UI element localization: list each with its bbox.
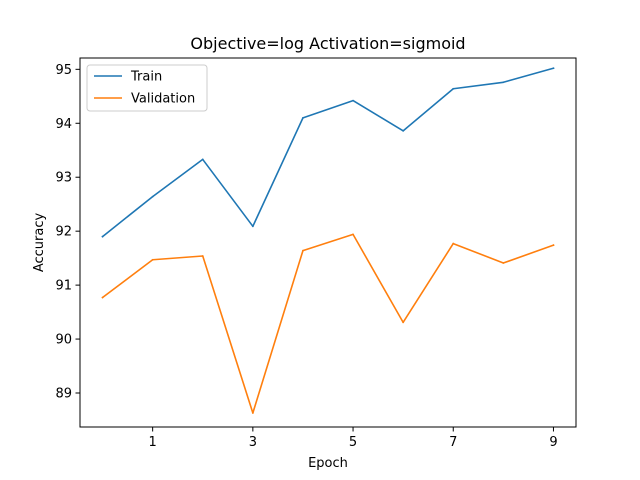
data-point-train-7 <box>452 87 455 90</box>
series-layer <box>101 67 555 414</box>
y-axis-label: Accuracy <box>32 213 47 273</box>
x-tick-label: 1 <box>149 435 157 450</box>
data-point-train-9 <box>552 67 555 70</box>
plot-area <box>79 57 577 428</box>
y-tick-label: 93 <box>55 171 72 186</box>
x-tick-label: 7 <box>449 435 457 450</box>
data-point-train-6 <box>402 129 405 132</box>
x-tick-label: 9 <box>549 435 557 450</box>
y-tick-label: 92 <box>55 225 72 240</box>
y-tick-label: 91 <box>55 279 72 294</box>
series-line-validation <box>101 233 555 414</box>
data-point-validation-5 <box>352 233 354 236</box>
y-tick-label: 94 <box>55 117 72 132</box>
data-point-validation-8 <box>502 262 505 264</box>
x-tick-label: 5 <box>349 435 357 450</box>
plot-frame <box>79 57 577 428</box>
data-point-train-4 <box>302 116 304 119</box>
data-point-validation-0 <box>101 296 104 299</box>
data-point-validation-1 <box>151 258 154 261</box>
data-point-validation-2 <box>201 255 204 257</box>
y-tick-label: 95 <box>55 63 72 78</box>
data-point-train-0 <box>101 235 104 238</box>
data-point-train-2 <box>201 158 204 161</box>
data-point-train-5 <box>352 99 354 102</box>
legend-items: Train Validation <box>94 70 195 107</box>
data-point-validation-3 <box>251 412 254 414</box>
legend: Train Validation <box>86 64 208 112</box>
y-axis-ticks: 89 90 91 92 93 94 95 <box>55 63 80 402</box>
y-tick-label: 89 <box>55 387 72 402</box>
data-point-validation-7 <box>452 242 455 245</box>
legend-label-train: Train <box>130 70 162 85</box>
y-tick-label: 90 <box>55 333 72 348</box>
data-point-validation-4 <box>302 249 304 252</box>
x-axis-ticks: 1 3 5 7 9 <box>149 427 558 450</box>
data-point-validation-9 <box>552 244 555 247</box>
data-point-train-3 <box>251 225 254 228</box>
series-line-train <box>101 67 555 238</box>
x-axis-label: Epoch <box>308 456 348 471</box>
data-point-train-8 <box>502 81 505 84</box>
data-point-train-1 <box>151 195 154 198</box>
legend-label-validation: Validation <box>131 92 195 107</box>
data-point-validation-6 <box>402 321 405 324</box>
x-tick-label: 3 <box>249 435 257 450</box>
chart-title: Objective=log Activation=sigmoid <box>190 34 465 53</box>
